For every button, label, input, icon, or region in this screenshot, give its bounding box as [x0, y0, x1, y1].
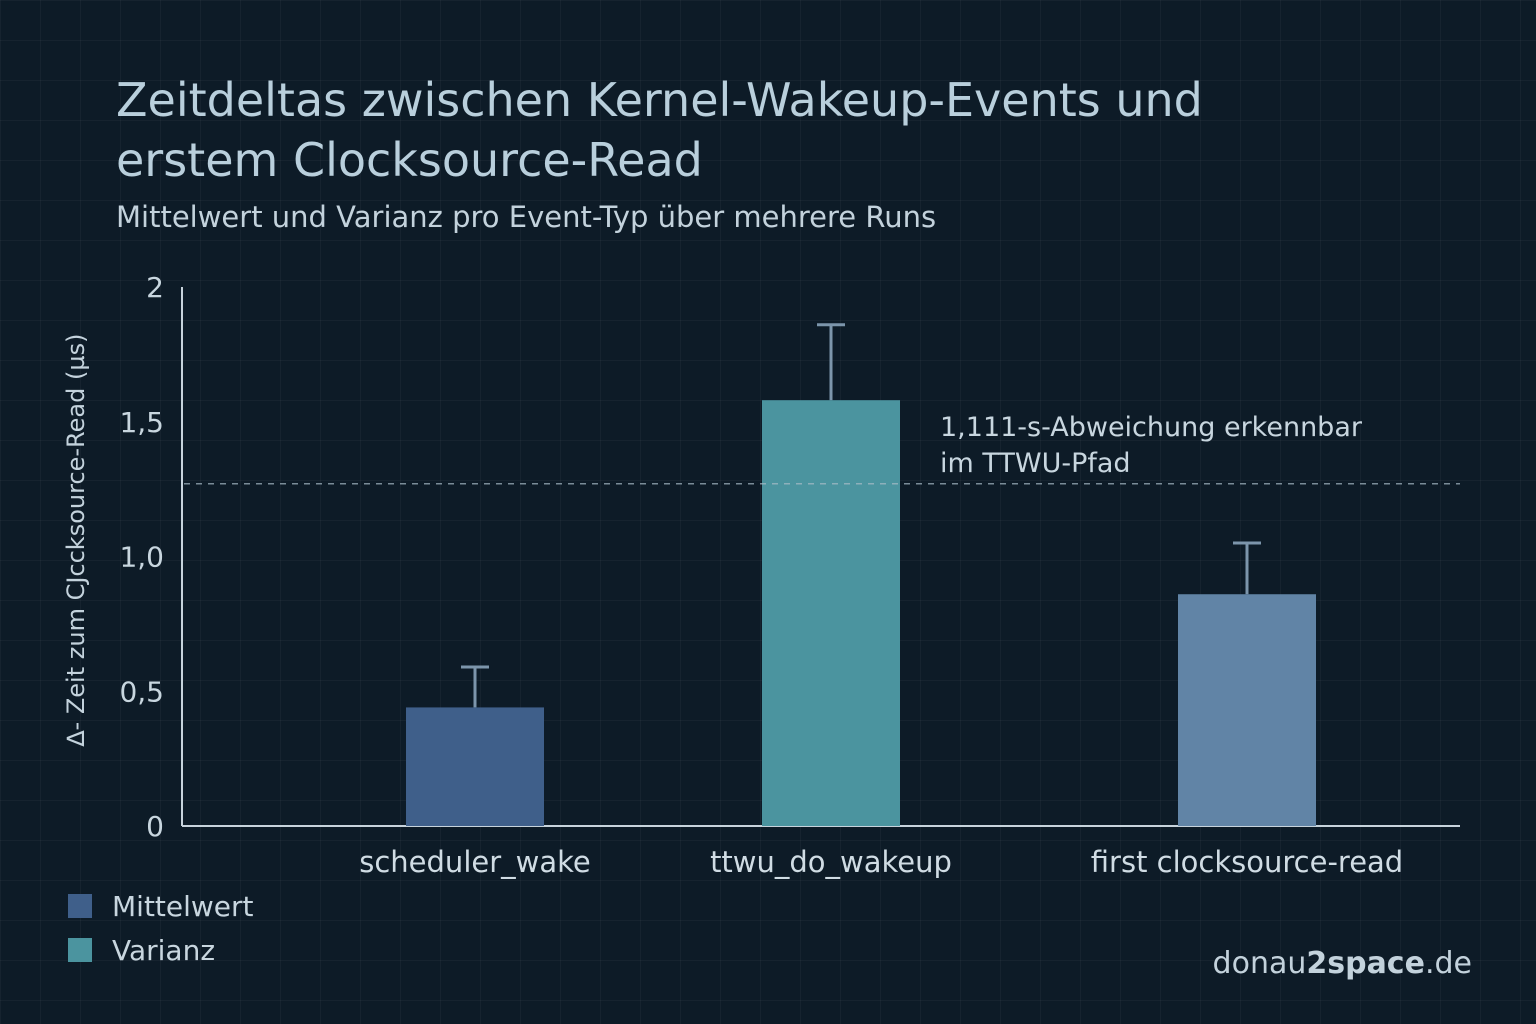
brand-bold: 2space [1306, 946, 1425, 981]
chart-title-line-1: Zeitdeltas zwischen Kernel-Wakeup-Events… [116, 73, 1203, 127]
bar-0 [406, 707, 544, 826]
y-tick-label-1: 0,5 [119, 675, 164, 708]
y-axis-label: ∆- Zeit zum CJccksource-Read (µs) [62, 334, 90, 748]
annotation-line-2: im TTWU-Pfad [940, 448, 1131, 479]
bar-2 [1178, 594, 1316, 826]
brand-suffix: .de [1424, 946, 1472, 981]
legend-label-varianz: Varianz [112, 933, 216, 967]
brand-watermark: donau2space.de [1213, 946, 1472, 981]
legend-swatch-varianz [68, 938, 92, 962]
legend-item-mittelwert: Mittelwert [68, 884, 254, 928]
y-tick-label-2: 1,0 [119, 541, 164, 574]
y-tick-label-0: 0 [146, 810, 164, 843]
y-tick-label-4: 2 [146, 271, 164, 304]
chart-subtitle: Mittelwert und Varianz pro Event-Typ übe… [116, 200, 937, 234]
x-category-label-0: scheduler_wake [359, 845, 590, 879]
annotation-line-1: 1,111-s-Abweichung erkennbar [940, 412, 1363, 443]
bar-1 [762, 400, 900, 826]
legend-swatch-mittelwert [68, 894, 92, 918]
legend-item-varianz: Varianz [68, 928, 254, 972]
brand-prefix: donau [1212, 946, 1307, 981]
y-tick-label-3: 1,5 [119, 406, 164, 439]
chart-title: Zeitdeltas zwischen Kernel-Wakeup-Events… [116, 70, 1416, 190]
x-category-label-2: first clocksource-read [1091, 845, 1403, 879]
x-category-label-1: ttwu_do_wakeup [710, 845, 952, 879]
legend-label-mittelwert: Mittelwert [112, 889, 254, 923]
legend: Mittelwert Varianz [68, 884, 254, 972]
chart-title-line-2: erstem Clocksource-Read [116, 133, 703, 187]
